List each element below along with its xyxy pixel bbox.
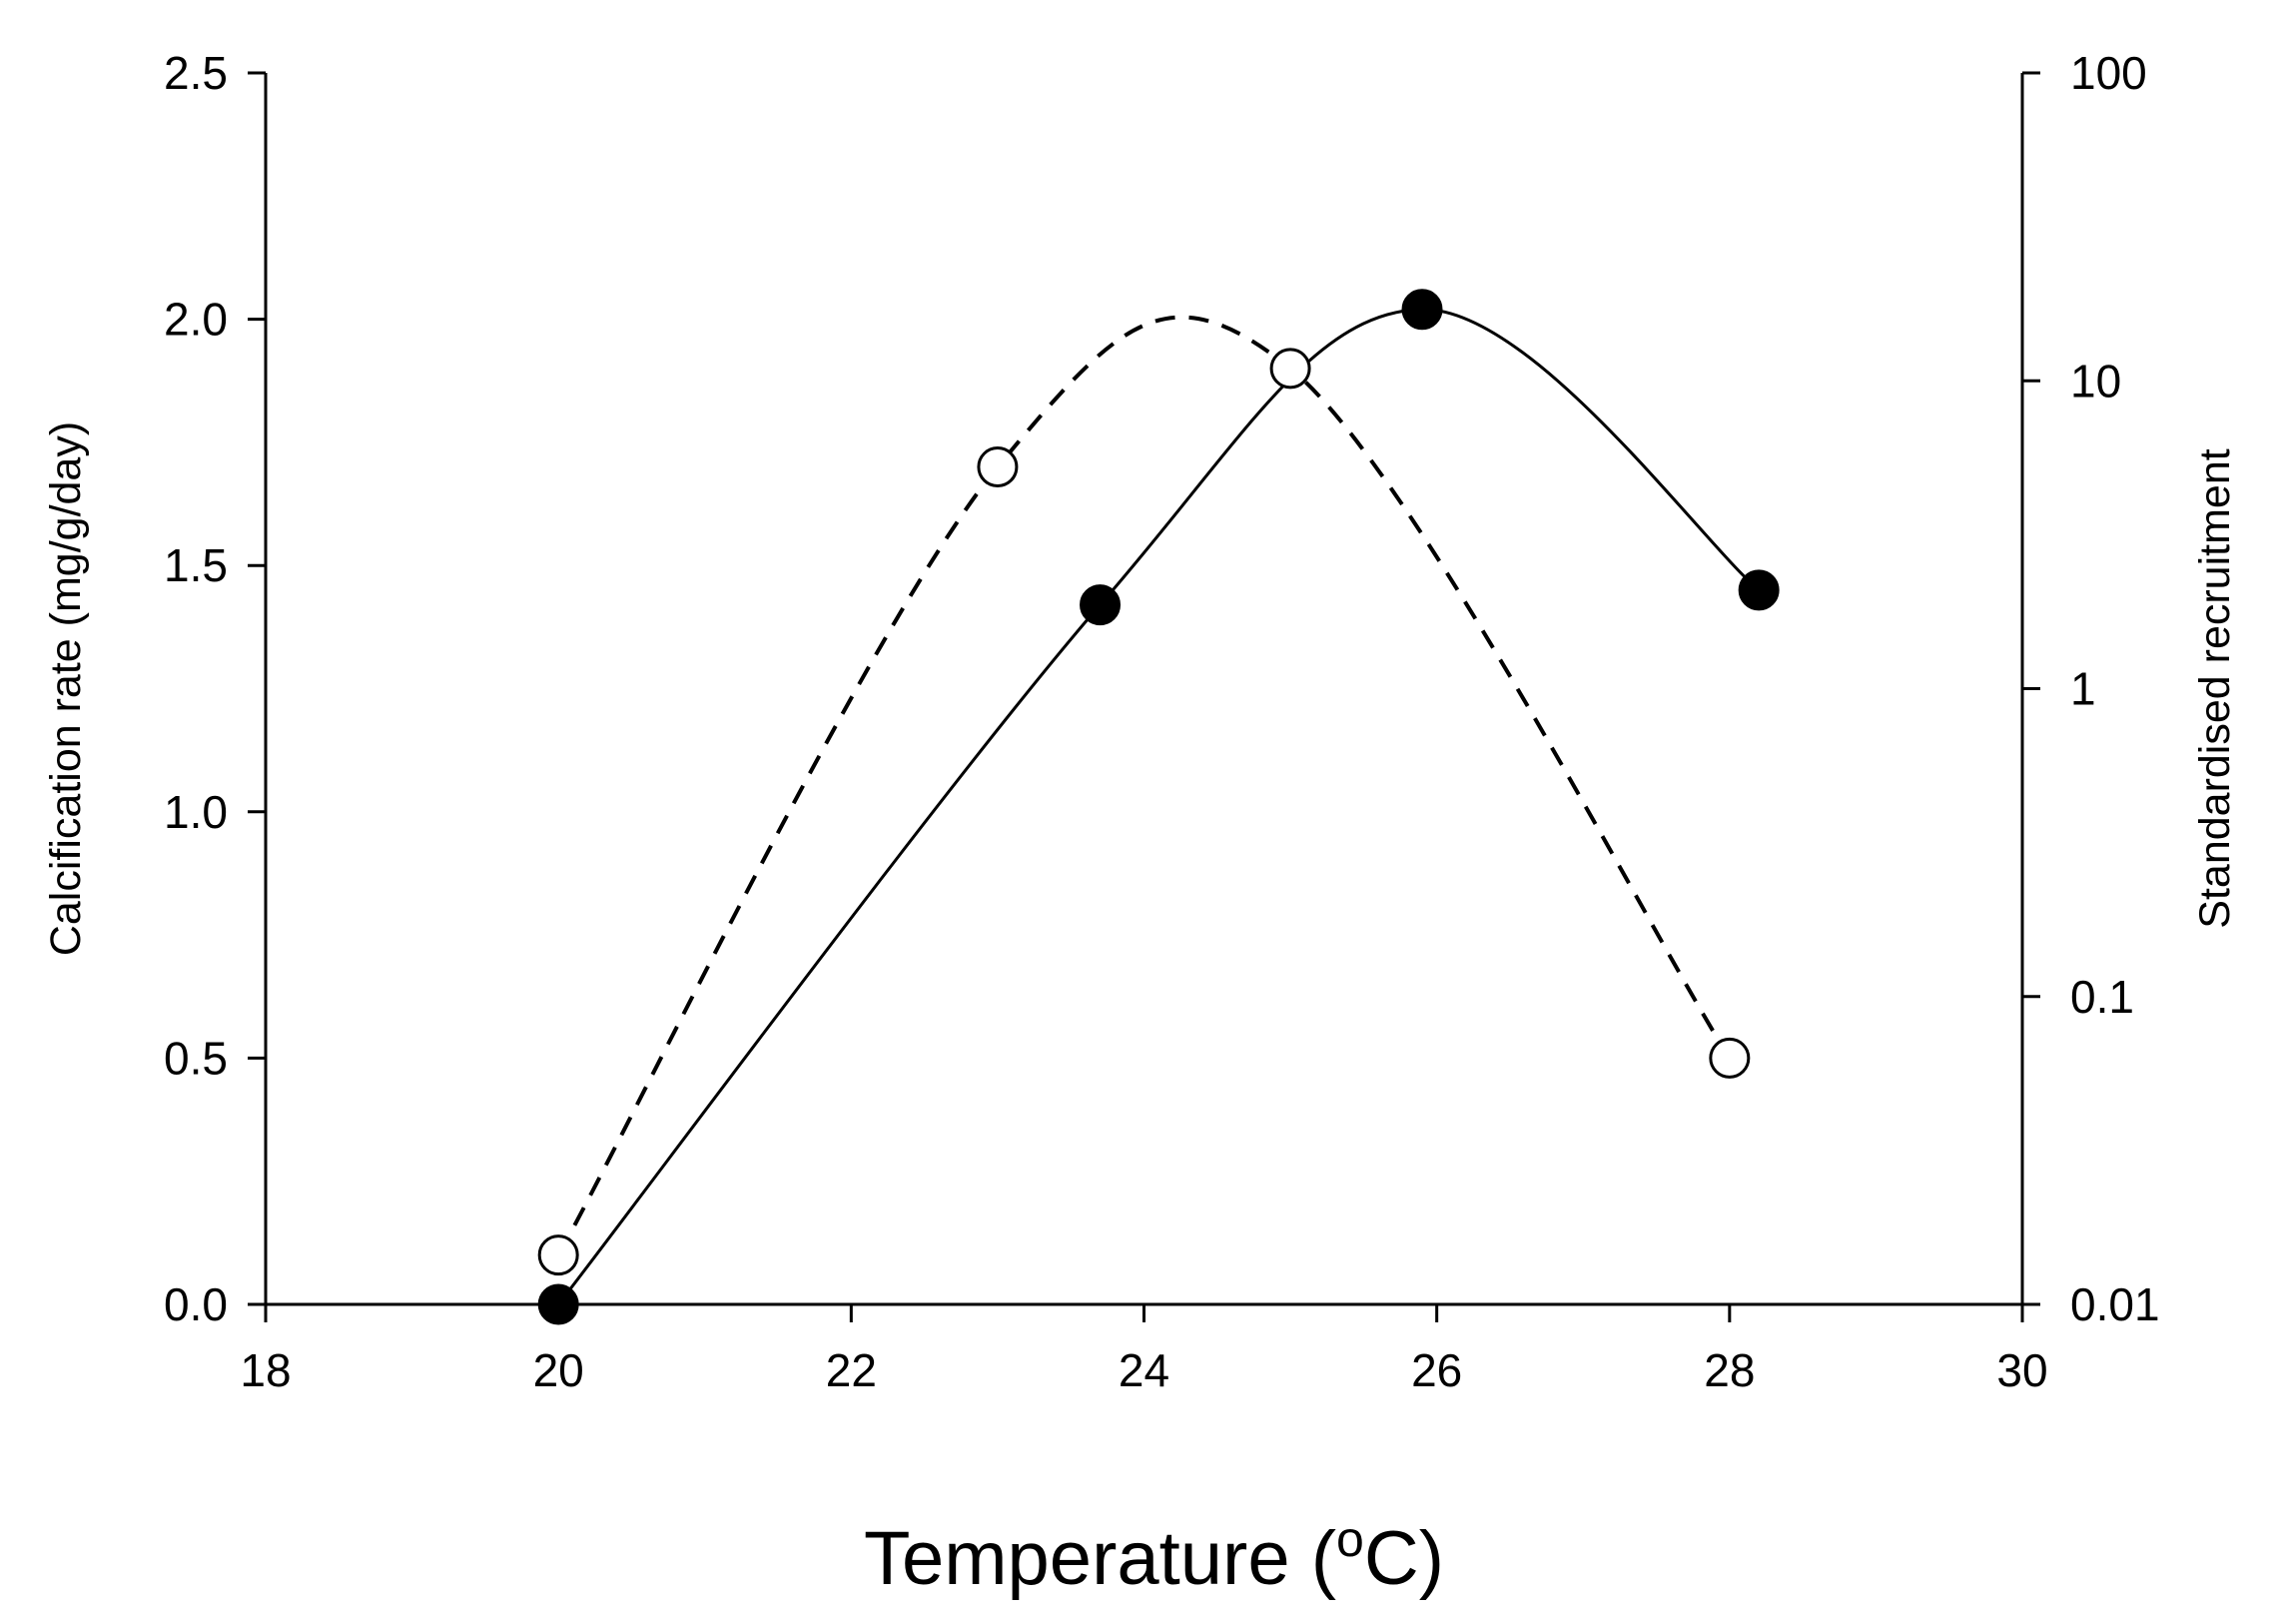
series-1-line — [556, 315, 1732, 1256]
x-tick-label-3: 24 — [1119, 1344, 1169, 1396]
series-1-point-2 — [1269, 348, 1311, 390]
x-tick-label-0: 18 — [240, 1344, 291, 1396]
axes-group — [248, 71, 2040, 1322]
x-tick-label-2: 22 — [826, 1344, 877, 1396]
series-1-point-1 — [977, 446, 1019, 488]
series-0-point-3 — [1738, 569, 1780, 611]
y-left-axis-title: Calcification rate (mg/g/day) — [42, 421, 90, 956]
x-axis-title-main: Temperature ( — [864, 1516, 1336, 1601]
curves-group — [556, 308, 1761, 1305]
series-0-point-2 — [1401, 289, 1443, 331]
series-0-point-0 — [537, 1283, 579, 1325]
y-right-tick-label-1: 0.1 — [2070, 971, 2134, 1023]
x-tick-label-4: 26 — [1411, 1344, 1462, 1396]
x-axis-title-unit: C) — [1364, 1516, 1444, 1601]
y-right-tick-label-3: 10 — [2070, 355, 2121, 406]
y-left-tick-label-3: 1.5 — [164, 539, 228, 591]
y-left-tick-label-0: 0.0 — [164, 1278, 228, 1330]
y-right-tick-label-2: 1 — [2070, 663, 2096, 715]
x-axis-title: Temperature (oC) — [864, 1511, 1444, 1601]
series-0-line — [556, 308, 1761, 1305]
labels-group: 18 20 22 24 26 28 30 0.0 0.5 1.0 1.5 2.0 2.5 0.01 0.1 1… — [42, 47, 2239, 1601]
series-1-point-0 — [537, 1234, 579, 1276]
x-tick-label-5: 28 — [1704, 1344, 1755, 1396]
y-left-tick-label-1: 0.5 — [164, 1032, 228, 1084]
y-right-tick-label-4: 100 — [2070, 47, 2147, 99]
markers-group — [537, 289, 1780, 1325]
y-right-axis-title: Standardised recruitment — [2191, 448, 2239, 928]
series-0-point-1 — [1080, 584, 1122, 626]
y-left-tick-label-2: 1.0 — [164, 786, 228, 838]
x-tick-label-6: 30 — [1996, 1344, 2047, 1396]
y-right-tick-label-0: 0.01 — [2070, 1278, 2160, 1330]
series-1-point-3 — [1709, 1037, 1751, 1079]
y-left-tick-label-4: 2.0 — [164, 294, 228, 346]
x-tick-label-1: 20 — [533, 1344, 584, 1396]
y-left-tick-label-5: 2.5 — [164, 47, 228, 99]
x-axis-title-degree: o — [1336, 1511, 1364, 1567]
